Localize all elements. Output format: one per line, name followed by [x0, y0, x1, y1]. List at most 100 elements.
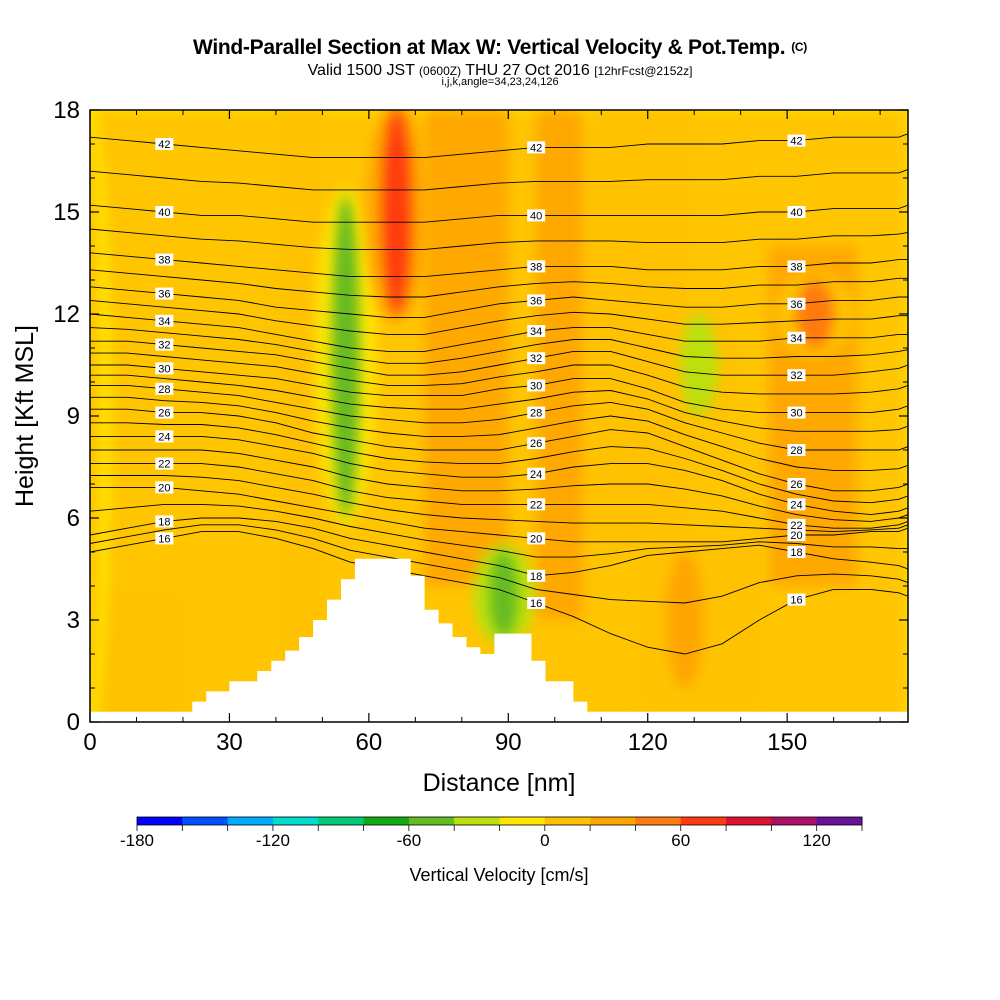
isentrope-label-text: 42 [790, 136, 802, 148]
colorbar-swatch [182, 817, 229, 825]
valid-utc: (0600Z) [419, 64, 462, 78]
isentrope-label-text: 16 [530, 598, 542, 610]
isentrope-label-bg [155, 138, 174, 150]
isentrope-label: 34 [787, 331, 806, 345]
isentrope-label-bg [155, 314, 174, 327]
isentrope-label: 30 [527, 379, 546, 392]
isentrope-label-text: 30 [790, 408, 802, 420]
colorbar-swatch [771, 817, 818, 825]
isentrope-label-text: 32 [158, 340, 170, 352]
isentrope-label: 40 [787, 206, 806, 219]
isentrope-label-text: 24 [530, 469, 542, 481]
chart-title: Wind-Parallel Section at Max W: Vertical… [0, 36, 1000, 60]
isentrope-label-bg [155, 338, 174, 351]
isentrope-label: 38 [155, 253, 174, 267]
vv-feature [666, 552, 704, 688]
isentrope-label-text: 36 [790, 299, 802, 311]
colorbar-swatch [680, 817, 727, 825]
x-tick-label: 90 [495, 729, 522, 756]
x-tick-label: 0 [83, 729, 96, 756]
isentrope-label: 26 [527, 437, 546, 450]
colorbar-tick-label: 0 [540, 831, 549, 850]
isentrope-label-bg [527, 437, 546, 450]
isentrope-label-text: 20 [158, 482, 170, 494]
vv-feature [680, 314, 718, 416]
terrain-mask [90, 558, 908, 722]
isentrope-label: 32 [787, 369, 806, 382]
isentrope-label-text: 20 [530, 533, 542, 545]
isentrope-label-text: 34 [158, 316, 170, 328]
isentrope-label-text: 16 [158, 533, 170, 545]
isentrope-label: 26 [787, 478, 806, 491]
colorbar-swatch [137, 817, 183, 825]
colorbar-swatch [227, 817, 274, 825]
colorbar-swatch [816, 817, 863, 825]
isentrope-line [90, 422, 908, 504]
isentrope-label-text: 28 [790, 445, 802, 457]
isentrope-line [90, 396, 908, 471]
isentrope-label-bg [527, 294, 546, 307]
vv-feature [382, 110, 411, 314]
isentrope-label: 34 [527, 325, 546, 338]
isentrope-label-text: 38 [790, 261, 802, 273]
isentrope-label-bg [787, 406, 806, 419]
isentrope-label-bg [155, 481, 174, 494]
isentrope-label-bg [155, 515, 174, 528]
colorbar: -180 -120 -60 0 60 120 [120, 816, 863, 850]
isentrope-line [90, 449, 908, 522]
isentrope-label-bg [527, 352, 546, 365]
isentrope-label: 42 [527, 141, 546, 154]
x-tick-label: 120 [628, 729, 668, 756]
y-tick-label: 0 [67, 709, 80, 736]
colorbar-swatch [363, 817, 410, 825]
isentrope-label-text: 38 [530, 261, 542, 273]
valid-time: Valid 1500 JST [307, 62, 415, 79]
isentrope-label-text: 40 [530, 210, 542, 222]
y-tick-label: 15 [53, 199, 80, 226]
isentrope-label-text: 28 [530, 408, 542, 420]
isentrope-label-bg [155, 382, 174, 395]
isentrope-label-text: 42 [158, 139, 170, 151]
isentrope-label: 20 [155, 481, 174, 494]
isentrope-label-bg [155, 532, 174, 545]
isentrope-label-bg [527, 325, 546, 337]
isentrope-label-text: 26 [790, 479, 802, 491]
colorbar-swatch [408, 817, 455, 825]
isentrope-label: 38 [527, 260, 546, 273]
isentrope-label-bg [787, 206, 806, 218]
isentrope-label-text: 28 [158, 384, 170, 396]
colorbar-swatch [499, 817, 546, 825]
isentrope-label-bg [155, 457, 174, 470]
colorbar-tick-label: 120 [803, 831, 831, 850]
isentrope-label: 32 [527, 352, 546, 365]
isentrope-line [90, 524, 908, 604]
isentrope-label: 20 [787, 529, 806, 542]
colorbar-label: Vertical Velocity [cm/s] [409, 865, 588, 885]
vv-feature [331, 195, 360, 518]
isentrope-label: 24 [155, 430, 174, 443]
isentrope-label-bg [155, 253, 174, 266]
isentrope-label-bg [527, 569, 546, 582]
colorbar-swatch [726, 817, 772, 825]
isentrope-label-bg [155, 406, 174, 419]
isentrope-label-bg [527, 532, 546, 545]
x-tick-label: 60 [356, 729, 383, 756]
isentrope-line [90, 228, 908, 250]
isentrope-line [90, 327, 908, 364]
isentrope-line [90, 269, 908, 298]
isentrope-label-text: 32 [530, 353, 542, 365]
colorbar-tick-label: -60 [397, 831, 422, 850]
isentrope-label-text: 38 [158, 255, 170, 267]
isentrope-label-bg [527, 498, 546, 511]
colorbar-swatch [318, 817, 365, 825]
isentrope-label-bg [527, 379, 546, 392]
isentrope-label-text: 22 [158, 459, 170, 471]
vv-feature [489, 552, 518, 637]
valid-date: THU 27 Oct 2016 [465, 62, 590, 79]
isentrope-label-bg [787, 546, 806, 558]
isentrope-label: 40 [527, 209, 546, 222]
colorbar-swatch [635, 817, 682, 825]
isentrope-label: 22 [527, 498, 546, 511]
